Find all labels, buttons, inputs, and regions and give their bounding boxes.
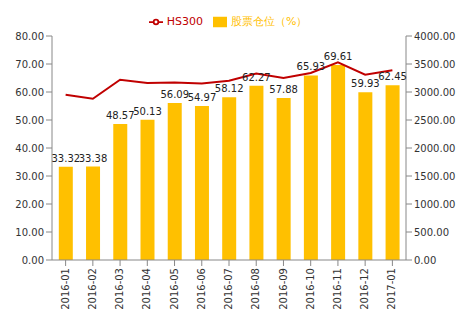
svg-text:500.00: 500.00	[414, 227, 449, 238]
svg-text:58.12: 58.12	[215, 83, 244, 94]
svg-text:4000.00: 4000.00	[414, 31, 455, 42]
svg-text:70.00: 70.00	[15, 59, 44, 70]
svg-text:59.93: 59.93	[351, 78, 380, 89]
svg-text:2016-08: 2016-08	[250, 268, 261, 310]
svg-text:30.00: 30.00	[15, 171, 44, 182]
svg-text:50.13: 50.13	[133, 106, 162, 117]
svg-text:3500.00: 3500.00	[414, 59, 455, 70]
svg-text:0.00: 0.00	[22, 255, 44, 266]
svg-text:2016-04: 2016-04	[141, 268, 152, 310]
svg-text:40.00: 40.00	[15, 143, 44, 154]
svg-text:56.09: 56.09	[160, 89, 189, 100]
svg-text:3000.00: 3000.00	[414, 87, 455, 98]
svg-text:10.00: 10.00	[15, 227, 44, 238]
svg-text:0.00: 0.00	[414, 255, 436, 266]
svg-text:62.27: 62.27	[242, 72, 271, 83]
svg-text:48.57: 48.57	[106, 110, 135, 121]
svg-text:2016-05: 2016-05	[169, 268, 180, 310]
svg-text:1000.00: 1000.00	[414, 199, 455, 210]
svg-text:2500.00: 2500.00	[414, 115, 455, 126]
svg-text:62.45: 62.45	[378, 71, 407, 82]
svg-text:54.97: 54.97	[188, 92, 217, 103]
svg-text:33.38: 33.38	[79, 153, 108, 164]
svg-text:57.88: 57.88	[269, 84, 298, 95]
html-text:HS300: HS300	[166, 15, 203, 28]
svg-text:2016-01: 2016-01	[60, 268, 71, 310]
svg-text:65.93: 65.93	[297, 61, 326, 72]
svg-text:69.61: 69.61	[324, 51, 353, 62]
svg-text:2016-07: 2016-07	[223, 268, 234, 310]
svg-text:2016-12: 2016-12	[359, 268, 370, 310]
svg-text:1500.00: 1500.00	[414, 171, 455, 182]
svg-text:2016-02: 2016-02	[87, 268, 98, 310]
svg-text:2016-06: 2016-06	[196, 268, 207, 310]
svg-text:33.32: 33.32	[51, 153, 80, 164]
svg-text:2016-09: 2016-09	[278, 268, 289, 310]
svg-text:60.00: 60.00	[15, 87, 44, 98]
svg-text:2000.00: 2000.00	[414, 143, 455, 154]
svg-text:2016-03: 2016-03	[114, 268, 125, 310]
svg-text:2017-01: 2017-01	[386, 268, 397, 310]
svg-text:20.00: 20.00	[15, 199, 44, 210]
svg-text:2016-11: 2016-11	[332, 268, 343, 310]
svg-text:2016-10: 2016-10	[305, 268, 316, 310]
svg-text:80.00: 80.00	[15, 31, 44, 42]
svg-text:50.00: 50.00	[15, 115, 44, 126]
html-text:股票仓位（%）: 股票仓位（%）	[230, 15, 308, 28]
